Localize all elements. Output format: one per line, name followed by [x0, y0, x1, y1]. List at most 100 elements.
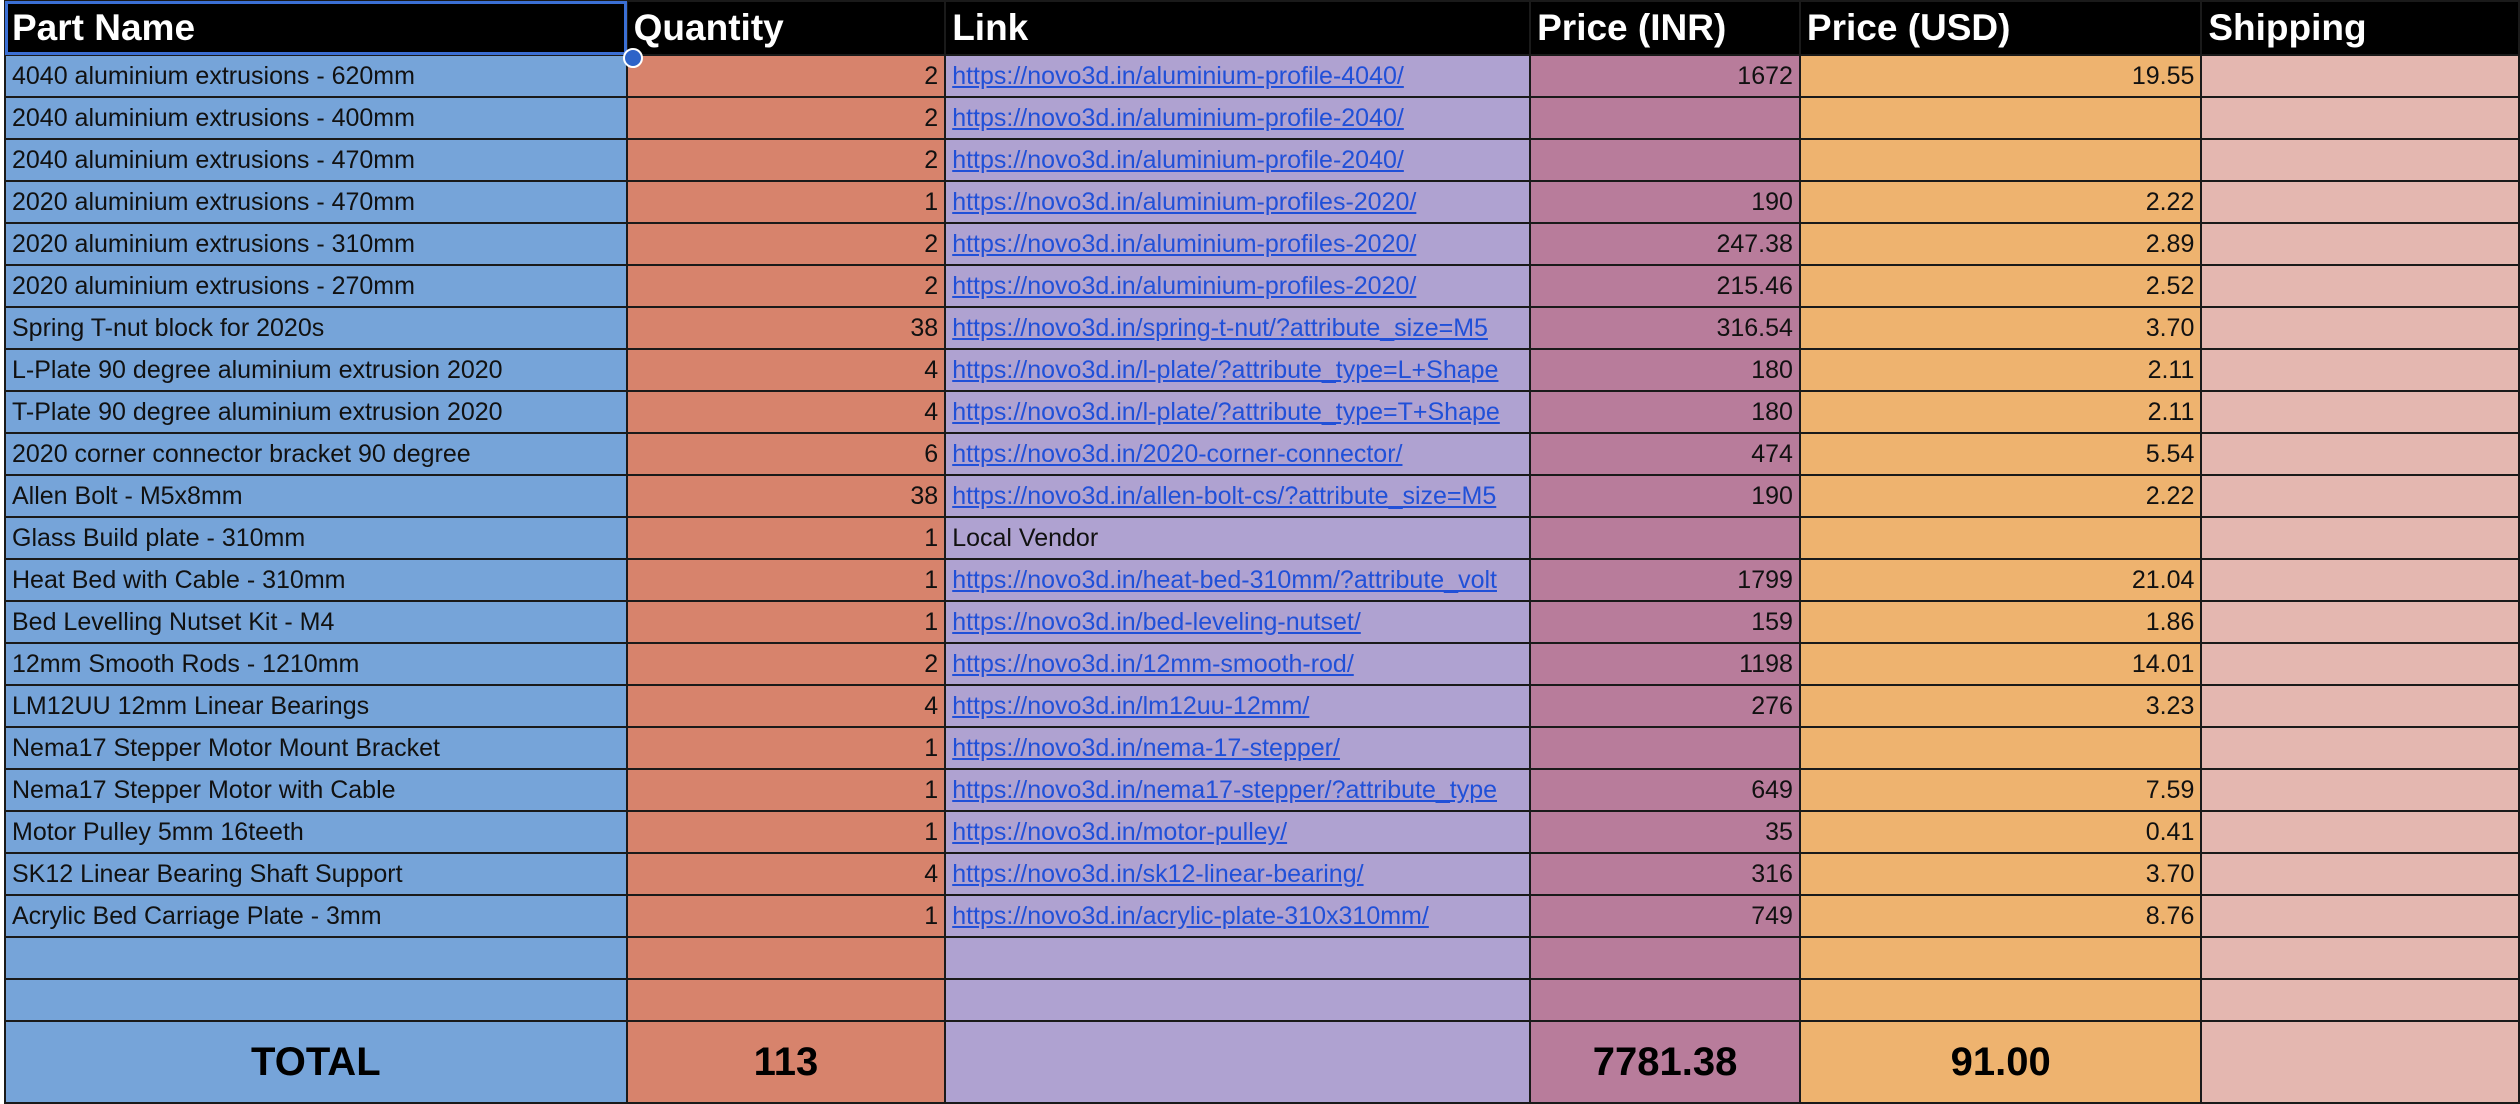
shipping-cell[interactable]: [2200, 642, 2520, 686]
quantity-cell[interactable]: 2: [625, 138, 947, 182]
link-cell[interactable]: https://novo3d.in/nema-17-stepper/: [944, 726, 1532, 770]
price-inr-cell[interactable]: 316: [1529, 852, 1801, 896]
cell[interactable]: [1529, 936, 1801, 980]
product-link[interactable]: https://novo3d.in/12mm-smooth-rod/: [952, 649, 1354, 678]
cell[interactable]: [1798, 978, 2203, 1022]
header-link[interactable]: Link: [944, 0, 1532, 56]
header-quantity[interactable]: Quantity: [625, 0, 947, 56]
header-price-usd[interactable]: Price (USD): [1798, 0, 2203, 56]
link-cell[interactable]: https://novo3d.in/l-plate/?attribute_typ…: [944, 348, 1532, 392]
link-cell[interactable]: https://novo3d.in/2020-corner-connector/: [944, 432, 1532, 476]
part-name-cell[interactable]: 2020 corner connector bracket 90 degree: [4, 432, 628, 476]
quantity-cell[interactable]: 2: [625, 642, 947, 686]
price-inr-cell[interactable]: 215.46: [1529, 264, 1801, 308]
total-shipping[interactable]: [2200, 1020, 2520, 1104]
shipping-cell[interactable]: [2200, 684, 2520, 728]
shipping-cell[interactable]: [2200, 180, 2520, 224]
part-name-cell[interactable]: 2020 aluminium extrusions - 310mm: [4, 222, 628, 266]
shipping-cell[interactable]: [2200, 138, 2520, 182]
price-inr-cell[interactable]: 1672: [1529, 54, 1801, 98]
price-usd-cell[interactable]: 5.54: [1798, 432, 2203, 476]
link-cell[interactable]: https://novo3d.in/sk12-linear-bearing/: [944, 852, 1532, 896]
header-price-inr[interactable]: Price (INR): [1529, 0, 1801, 56]
price-usd-cell[interactable]: 3.70: [1798, 852, 2203, 896]
link-cell[interactable]: https://novo3d.in/aluminium-profiles-202…: [944, 222, 1532, 266]
cell[interactable]: [2200, 936, 2520, 980]
part-name-cell[interactable]: Spring T-nut block for 2020s: [4, 306, 628, 350]
shipping-cell[interactable]: [2200, 264, 2520, 308]
price-usd-cell[interactable]: [1798, 516, 2203, 560]
part-name-cell[interactable]: Glass Build plate - 310mm: [4, 516, 628, 560]
total-price-inr[interactable]: 7781.38: [1529, 1020, 1801, 1104]
shipping-cell[interactable]: [2200, 390, 2520, 434]
cell[interactable]: [4, 978, 628, 1022]
part-name-cell[interactable]: T-Plate 90 degree aluminium extrusion 20…: [4, 390, 628, 434]
price-usd-cell[interactable]: 2.22: [1798, 474, 2203, 518]
shipping-cell[interactable]: [2200, 600, 2520, 644]
price-inr-cell[interactable]: 316.54: [1529, 306, 1801, 350]
link-cell[interactable]: https://novo3d.in/bed-leveling-nutset/: [944, 600, 1532, 644]
price-inr-cell[interactable]: 159: [1529, 600, 1801, 644]
link-cell[interactable]: https://novo3d.in/motor-pulley/: [944, 810, 1532, 854]
part-name-cell[interactable]: Nema17 Stepper Motor Mount Bracket: [4, 726, 628, 770]
price-usd-cell[interactable]: 8.76: [1798, 894, 2203, 938]
link-cell[interactable]: https://novo3d.in/aluminium-profiles-202…: [944, 264, 1532, 308]
total-link-cell[interactable]: [944, 1020, 1532, 1104]
shipping-cell[interactable]: [2200, 852, 2520, 896]
shipping-cell[interactable]: [2200, 726, 2520, 770]
price-inr-cell[interactable]: 247.38: [1529, 222, 1801, 266]
part-name-cell[interactable]: SK12 Linear Bearing Shaft Support: [4, 852, 628, 896]
part-name-cell[interactable]: 2040 aluminium extrusions - 470mm: [4, 138, 628, 182]
product-link[interactable]: https://novo3d.in/heat-bed-310mm/?attrib…: [952, 565, 1497, 594]
quantity-cell[interactable]: 38: [625, 306, 947, 350]
price-inr-cell[interactable]: 180: [1529, 348, 1801, 392]
shipping-cell[interactable]: [2200, 222, 2520, 266]
link-cell[interactable]: https://novo3d.in/aluminium-profile-2040…: [944, 138, 1532, 182]
cell[interactable]: [625, 978, 947, 1022]
link-cell[interactable]: https://novo3d.in/spring-t-nut/?attribut…: [944, 306, 1532, 350]
shipping-cell[interactable]: [2200, 558, 2520, 602]
price-inr-cell[interactable]: 474: [1529, 432, 1801, 476]
price-usd-cell[interactable]: [1798, 96, 2203, 140]
price-usd-cell[interactable]: 7.59: [1798, 768, 2203, 812]
price-inr-cell[interactable]: 190: [1529, 180, 1801, 224]
price-usd-cell[interactable]: 14.01: [1798, 642, 2203, 686]
cell[interactable]: [944, 978, 1532, 1022]
link-cell[interactable]: https://novo3d.in/aluminium-profiles-202…: [944, 180, 1532, 224]
header-shipping[interactable]: Shipping: [2200, 0, 2520, 56]
header-part-name[interactable]: Part Name: [4, 0, 628, 56]
cell[interactable]: [4, 936, 628, 980]
price-usd-cell[interactable]: 21.04: [1798, 558, 2203, 602]
cell[interactable]: [1529, 978, 1801, 1022]
link-cell[interactable]: https://novo3d.in/12mm-smooth-rod/: [944, 642, 1532, 686]
quantity-cell[interactable]: 1: [625, 894, 947, 938]
quantity-cell[interactable]: 1: [625, 180, 947, 224]
shipping-cell[interactable]: [2200, 432, 2520, 476]
quantity-cell[interactable]: 4: [625, 684, 947, 728]
price-inr-cell[interactable]: [1529, 96, 1801, 140]
product-link[interactable]: https://novo3d.in/spring-t-nut/?attribut…: [952, 313, 1488, 342]
link-cell[interactable]: Local Vendor: [944, 516, 1532, 560]
price-usd-cell[interactable]: 2.52: [1798, 264, 2203, 308]
price-inr-cell[interactable]: 649: [1529, 768, 1801, 812]
cell[interactable]: [1798, 936, 2203, 980]
quantity-cell[interactable]: 2: [625, 54, 947, 98]
part-name-cell[interactable]: L-Plate 90 degree aluminium extrusion 20…: [4, 348, 628, 392]
shipping-cell[interactable]: [2200, 894, 2520, 938]
product-link[interactable]: https://novo3d.in/lm12uu-12mm/: [952, 691, 1310, 720]
price-usd-cell[interactable]: 3.23: [1798, 684, 2203, 728]
product-link[interactable]: https://novo3d.in/aluminium-profiles-202…: [952, 187, 1417, 216]
cell[interactable]: [2200, 978, 2520, 1022]
product-link[interactable]: https://novo3d.in/nema17-stepper/?attrib…: [952, 775, 1498, 804]
product-link[interactable]: https://novo3d.in/bed-leveling-nutset/: [952, 607, 1361, 636]
quantity-cell[interactable]: 2: [625, 222, 947, 266]
quantity-cell[interactable]: 38: [625, 474, 947, 518]
part-name-cell[interactable]: Nema17 Stepper Motor with Cable: [4, 768, 628, 812]
shipping-cell[interactable]: [2200, 768, 2520, 812]
part-name-cell[interactable]: Bed Levelling Nutset Kit - M4: [4, 600, 628, 644]
price-inr-cell[interactable]: 749: [1529, 894, 1801, 938]
product-link[interactable]: https://novo3d.in/motor-pulley/: [952, 817, 1288, 846]
product-link[interactable]: https://novo3d.in/aluminium-profile-2040…: [952, 103, 1404, 132]
part-name-cell[interactable]: Heat Bed with Cable - 310mm: [4, 558, 628, 602]
price-inr-cell[interactable]: [1529, 138, 1801, 182]
